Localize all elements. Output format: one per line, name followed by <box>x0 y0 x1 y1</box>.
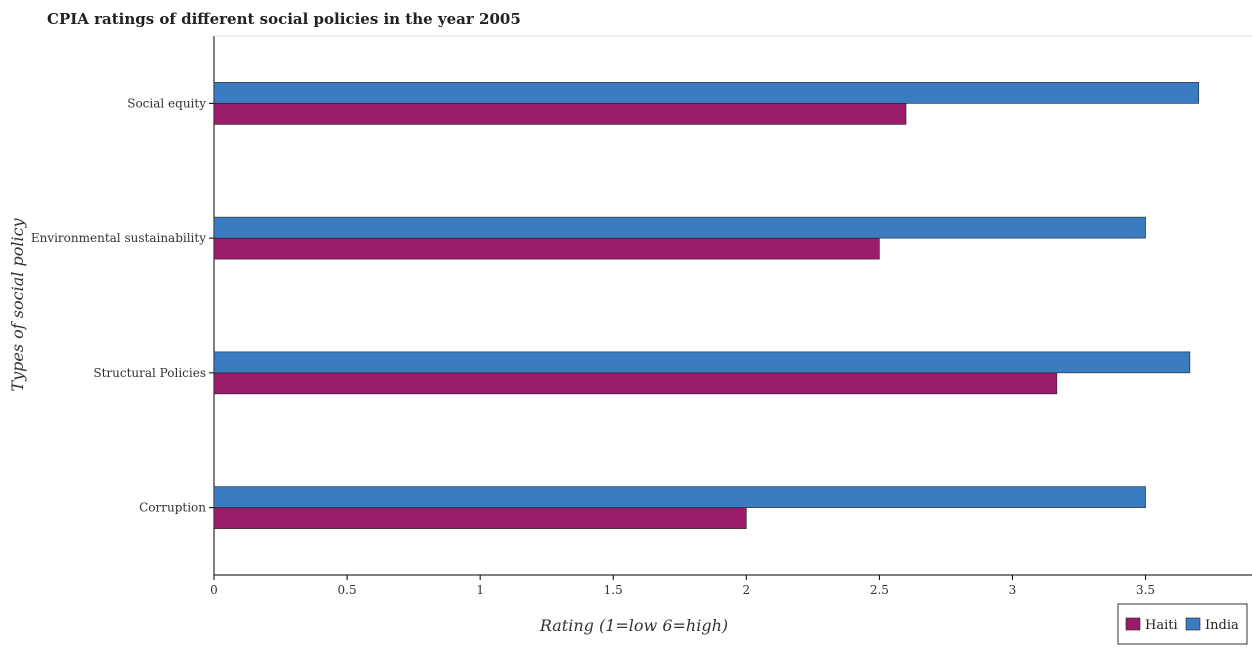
bar-india-3 <box>213 486 1146 508</box>
bars-group <box>213 82 1200 529</box>
bar-india-0 <box>213 82 1200 104</box>
y-axis-label: Types of social policy <box>8 217 27 391</box>
x-tick-label: 3 <box>1009 583 1017 597</box>
y-tick-label: Corruption <box>139 501 206 515</box>
x-tick-label: 2 <box>742 583 750 597</box>
plot-area <box>213 35 1252 576</box>
bar-haiti-1 <box>213 237 880 260</box>
bar-haiti-3 <box>213 507 747 529</box>
x-ticks-group: 0 0.5 1 1.5 2 2.5 3 3.5 <box>210 575 1155 597</box>
legend-label-haiti: Haiti <box>1145 618 1178 633</box>
legend: Haiti India <box>1117 603 1248 645</box>
legend-label-india: India <box>1205 618 1239 633</box>
legend-swatch-haiti <box>1125 617 1141 631</box>
x-tick-label: 0 <box>210 583 218 597</box>
x-tick-label: 2.5 <box>870 583 889 597</box>
bar-haiti-2 <box>213 372 1058 395</box>
bar-haiti-0 <box>213 103 907 125</box>
x-tick-label: 0.5 <box>338 583 357 597</box>
chart-title: CPIA ratings of different social policie… <box>47 10 521 28</box>
x-axis-label: Rating (1=low 6=high) <box>539 616 728 635</box>
x-tick-label: 1 <box>476 583 484 597</box>
x-tick-label: 3.5 <box>1136 583 1155 597</box>
y-tick-label: Social equity <box>127 96 206 110</box>
bar-india-2 <box>213 351 1191 374</box>
y-tick-label: Environmental sustainability <box>31 231 206 245</box>
y-ticks-group: Social equity Environmental sustainabilit… <box>31 96 214 515</box>
y-tick-label: Structural Policies <box>93 366 206 380</box>
bar-india-1 <box>213 216 1146 239</box>
legend-swatch-india <box>1185 617 1201 631</box>
x-tick-label: 1.5 <box>604 583 623 597</box>
